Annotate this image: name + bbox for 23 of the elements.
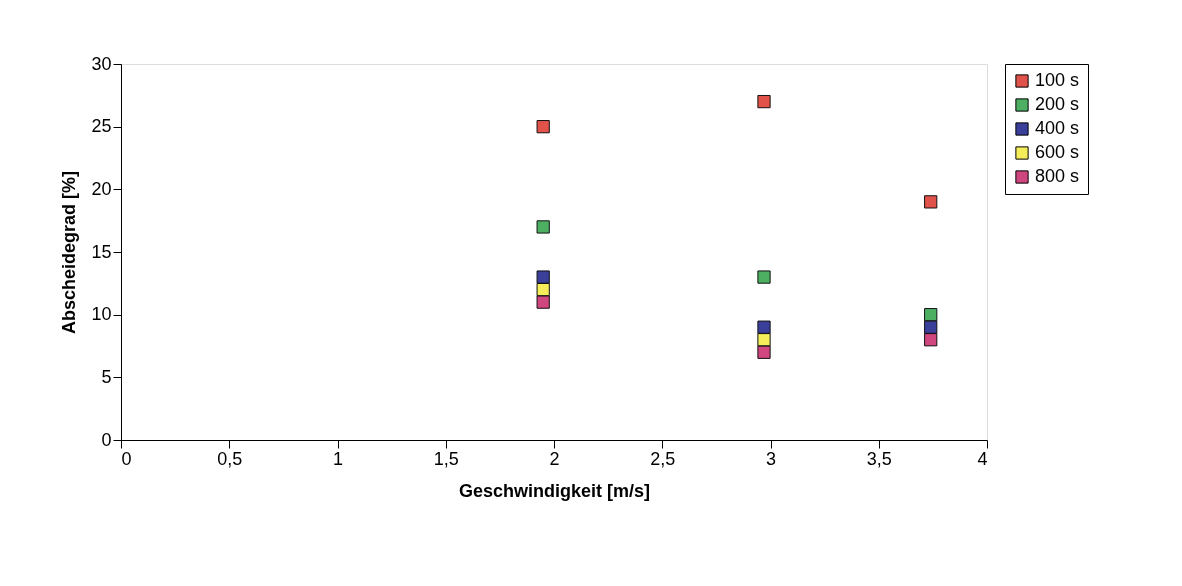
y-axis-title: Abscheidegrad [%]: [59, 170, 80, 335]
legend-label: 400 s: [1035, 118, 1080, 138]
legend-label: 600 s: [1035, 142, 1080, 162]
x-tick-label: 0,5: [217, 448, 243, 469]
legend-label: 100 s: [1035, 70, 1080, 90]
x-tick-label: 3,5: [866, 448, 892, 469]
y-tick-label: 5: [101, 366, 112, 387]
x-tick-label: 0: [121, 448, 132, 469]
x-tick-label: 2,5: [650, 448, 676, 469]
legend-label: 200 s: [1035, 94, 1080, 114]
x-tick-label: 1,5: [433, 448, 459, 469]
y-tick-label: 10: [91, 304, 112, 325]
y-tick-label: 30: [91, 53, 112, 74]
y-tick-label: 25: [91, 116, 112, 137]
x-tick-label: 4: [977, 448, 988, 469]
legend-label: 800 s: [1035, 166, 1080, 186]
y-tick-label: 20: [91, 178, 112, 199]
x-tick-label: 3: [765, 448, 777, 469]
y-tick-label: 15: [91, 241, 112, 262]
x-tick-label: 1: [332, 448, 344, 469]
y-tick-label: 0: [101, 429, 112, 450]
x-tick-label: 2: [549, 448, 560, 469]
x-axis-title: Geschwindigkeit [m/s]: [458, 480, 651, 501]
